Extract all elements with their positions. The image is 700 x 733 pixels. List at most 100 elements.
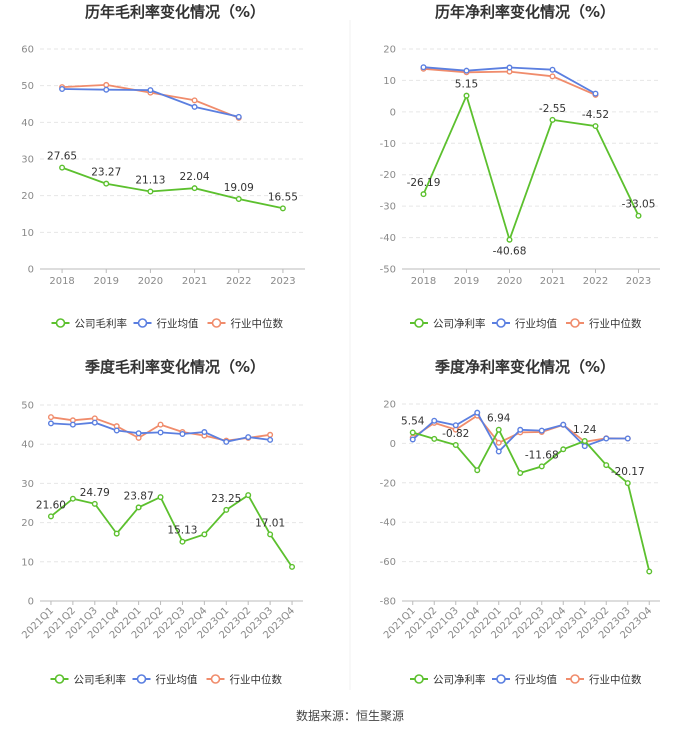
data-point-company — [495, 426, 502, 433]
legend-item-avg[interactable]: 行业均值 — [492, 317, 557, 330]
data-point-company — [113, 530, 120, 537]
data-point-avg — [431, 417, 438, 424]
y-tick-label: 10 — [21, 228, 34, 239]
data-point-company — [452, 442, 459, 449]
data-point-company — [201, 531, 208, 538]
data-point-avg — [223, 438, 230, 445]
data-point-company — [592, 123, 599, 130]
legend-item-avg[interactable]: 行业均值 — [133, 317, 199, 330]
series-line-company — [61, 166, 284, 210]
x-tick-label: 2018 — [411, 276, 436, 287]
data-point-avg — [157, 429, 164, 436]
x-tick-label: 2020 — [497, 276, 522, 287]
data-point-company — [59, 164, 66, 171]
legend-item-company[interactable]: 公司毛利率 — [51, 317, 128, 330]
y-tick-label: 40 — [21, 440, 34, 451]
data-label: 16.55 — [268, 191, 298, 203]
data-label: 23.27 — [91, 167, 121, 179]
series-line-company — [50, 493, 293, 568]
data-point-avg — [420, 64, 427, 71]
chart-title: 历年净利率变化情况（%） — [435, 3, 615, 21]
y-tick-label: 0 — [28, 597, 34, 608]
series-line-company — [412, 427, 651, 572]
y-tick-label: 20 — [383, 400, 396, 411]
data-point-avg — [201, 429, 208, 436]
data-label: 22.04 — [180, 171, 210, 183]
y-tick-label: -40 — [380, 518, 396, 529]
data-point-company — [279, 205, 286, 212]
data-point-avg — [592, 90, 599, 97]
y-tick-label: 50 — [21, 401, 34, 412]
data-label: -4.52 — [582, 109, 609, 121]
x-tick-label: 2019 — [94, 276, 119, 287]
chart-panel-1: 历年毛利率变化情况（%） 0 10 20 30 40 50 60 2018 2019 2020 202… — [21, 3, 305, 330]
legend-item-median[interactable]: 行业中位数 — [566, 317, 642, 330]
legend-item-company[interactable]: 公司净利率 — [410, 673, 486, 686]
data-point-company — [409, 429, 416, 436]
data-label: 23.87 — [124, 490, 154, 502]
data-point-company — [103, 180, 110, 187]
data-point-median — [495, 439, 502, 446]
data-point-avg — [581, 443, 588, 450]
data-point-company — [603, 462, 610, 469]
y-tick-label: 0 — [390, 107, 396, 118]
x-tick-label: 2018 — [49, 276, 74, 287]
y-tick-label: -80 — [380, 597, 396, 608]
data-point-avg — [267, 436, 274, 443]
legend-item-avg[interactable]: 行业均值 — [492, 673, 557, 686]
series-line-median — [50, 416, 271, 442]
y-tick-label: -20 — [380, 170, 396, 181]
y-tick-label: 20 — [21, 191, 34, 202]
legend-item-median[interactable]: 行业中位数 — [206, 673, 283, 686]
y-tick-label: -20 — [380, 478, 396, 489]
data-point-avg — [452, 422, 459, 429]
legend-label: 行业中位数 — [230, 673, 283, 686]
data-point-avg — [91, 419, 98, 426]
data-label: -33.05 — [622, 199, 656, 211]
data-point-company — [245, 492, 252, 499]
data-label: 5.54 — [401, 415, 425, 427]
chart-title: 历年毛利率变化情况（%） — [85, 3, 265, 21]
y-tick-label: -40 — [380, 233, 396, 244]
data-point-company — [624, 480, 631, 487]
data-label: 23.25 — [211, 493, 241, 505]
data-point-avg — [463, 67, 470, 74]
data-point-company — [157, 494, 164, 501]
data-point-median — [135, 434, 142, 441]
y-tick-label: -60 — [380, 557, 396, 568]
data-label: 15.13 — [167, 525, 197, 537]
data-point-median — [103, 81, 110, 88]
y-tick-label: 10 — [21, 557, 34, 568]
data-point-avg — [603, 435, 610, 442]
data-label: -26.19 — [407, 177, 441, 189]
legend-marker — [570, 318, 580, 328]
series-line-company — [422, 93, 640, 243]
legend-label: 行业均值 — [515, 673, 557, 686]
legend-item-company[interactable]: 公司净利率 — [410, 317, 486, 330]
data-point-avg — [103, 86, 110, 93]
y-tick-label: 20 — [21, 518, 34, 529]
y-tick-label: 10 — [383, 76, 396, 87]
legend-item-company[interactable]: 公司毛利率 — [50, 673, 127, 686]
data-source: 数据来源：恒生聚源 — [296, 708, 404, 723]
data-point-company — [463, 92, 470, 99]
data-point-company — [581, 437, 588, 444]
y-tick-label: 0 — [390, 439, 396, 450]
legend-item-avg[interactable]: 行业均值 — [132, 673, 198, 686]
legend-marker — [210, 674, 221, 684]
y-tick-label: 40 — [21, 118, 34, 129]
legend-label: 公司净利率 — [433, 673, 486, 686]
x-tick-label: 2020 — [138, 276, 163, 287]
x-tick-label: 2023 — [270, 276, 295, 287]
data-point-company — [235, 196, 242, 203]
legend-item-median[interactable]: 行业中位数 — [566, 673, 642, 686]
data-label: 6.94 — [487, 413, 511, 425]
x-tick-label: 2019 — [454, 276, 479, 287]
y-tick-label: -10 — [380, 139, 396, 150]
legend-item-median[interactable]: 行业中位数 — [207, 317, 284, 330]
chart-panel-3: 季度毛利率变化情况（%）010203040502021Q12021Q22021Q… — [20, 358, 303, 686]
legend-marker — [211, 318, 222, 328]
data-point-avg — [474, 409, 481, 416]
data-point-avg — [135, 430, 142, 437]
